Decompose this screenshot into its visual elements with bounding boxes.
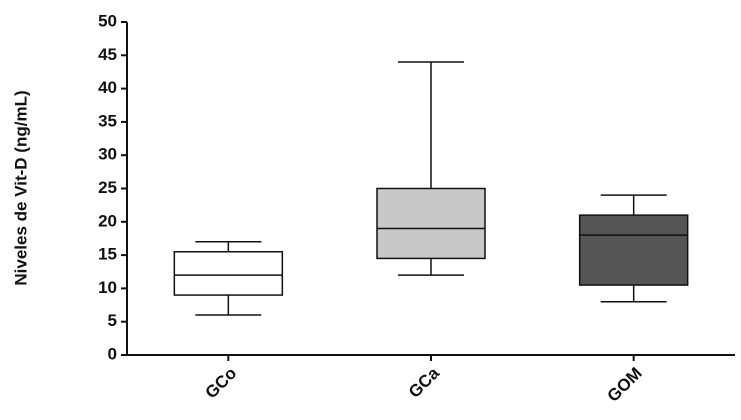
y-tick-label: 15 [98, 245, 117, 264]
box [376, 187, 486, 260]
x-tick-label: GCo [202, 364, 241, 403]
x-tick-label: GOM [604, 364, 646, 406]
box [173, 251, 284, 296]
y-tick-label: 50 [98, 11, 117, 30]
y-tick-label: 30 [98, 145, 117, 164]
y-axis-label: Niveles de Vit-D (ng/mL) [11, 90, 30, 285]
y-tick-label: 45 [98, 45, 117, 64]
y-tick-label: 10 [98, 278, 117, 297]
y-tick-label: 0 [108, 344, 117, 363]
y-tick-label: 25 [98, 178, 117, 197]
box [578, 214, 689, 286]
x-tick-label: GCa [405, 363, 444, 402]
y-tick-label: 20 [98, 211, 117, 230]
y-tick-label: 35 [98, 111, 117, 130]
y-tick-label: 5 [108, 311, 117, 330]
y-tick-label: 40 [98, 78, 117, 97]
